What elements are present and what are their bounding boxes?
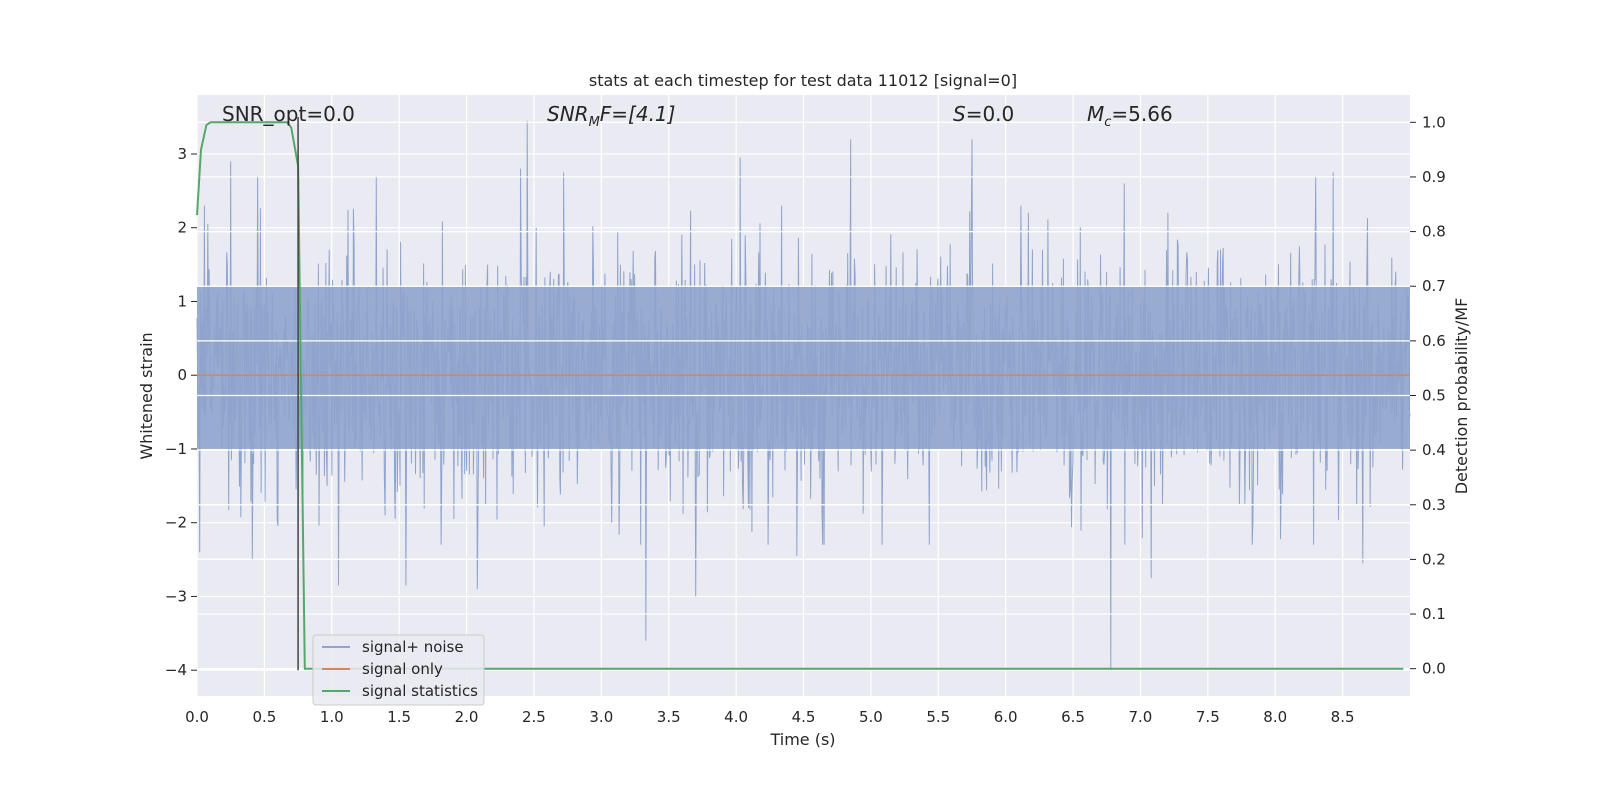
annotation-mc: Mc=5.66 (1087, 102, 1173, 130)
y2-axis-label: Detection probability/MF (1452, 298, 1471, 495)
legend-label-signal-noise: signal+ noise (362, 638, 464, 656)
x-axis-ticks: 0.0 0.5 1.0 1.5 2.0 2.5 3.0 3.5 4.0 4.5 5.0 5.5 6.0 6… (185, 708, 1354, 726)
y2-tick-label: 0.1 (1422, 605, 1446, 623)
y2-tick-label: 0.6 (1422, 332, 1446, 350)
y-tick-label: −2 (165, 514, 187, 532)
y-axis-label: Whitened strain (137, 332, 156, 459)
y2-tick-label: 0.0 (1422, 660, 1446, 678)
y-tick-label: 3 (177, 145, 187, 163)
chart-title: stats at each timestep for test data 110… (589, 71, 1017, 90)
y2-tick-label: 0.8 (1422, 223, 1446, 241)
signal-statistics-line (196, 121, 1404, 670)
x-tick-label: 8.5 (1331, 708, 1355, 726)
x-tick-label: 5.5 (926, 708, 950, 726)
x-axis-label: Time (s) (769, 730, 835, 749)
x-tick-label: 5.0 (859, 708, 883, 726)
annotation-mc-rest: =5.66 (1111, 102, 1172, 126)
annotation-snr-mf-rest: F=[4.1] (600, 102, 676, 126)
y2-tick-label: 0.2 (1422, 550, 1446, 568)
series-signal-statistics (196, 121, 1404, 670)
right-axis-gridlines-overlay (197, 121, 1410, 670)
annotation-s-rest: =0.0 (966, 102, 1015, 126)
x-tick-label: 4.5 (792, 708, 816, 726)
x-tick-label: 7.5 (1196, 708, 1220, 726)
y2-tick-label: 0.9 (1422, 168, 1446, 186)
legend: signal+ noise signal only signal statist… (312, 634, 485, 706)
x-tick-label: 0.5 (252, 708, 276, 726)
x-tick-label: 6.5 (1061, 708, 1085, 726)
x-tick-label: 2.0 (455, 708, 479, 726)
legend-label-signal-statistics: signal statistics (362, 682, 478, 700)
annotation-snr-mf: SNRMF=[4.1] (547, 102, 675, 130)
x-tick-label: 7.0 (1129, 708, 1153, 726)
x-tick-label: 4.0 (724, 708, 748, 726)
annotation-snr-mf-main: SNR (547, 102, 589, 126)
x-tick-label: 2.5 (522, 708, 546, 726)
y-tick-label: −4 (165, 661, 187, 679)
y-tick-label: −3 (165, 587, 187, 605)
y-tick-label: 0 (177, 366, 187, 384)
annotation-mc-sub: c (1104, 115, 1111, 130)
x-tick-label: 6.0 (994, 708, 1018, 726)
y-tick-label: 1 (177, 292, 187, 310)
y2-axis-ticks: 1.0 0.9 0.8 0.7 0.6 0.5 0.4 0.3 0.2 0.1 0.0 (1410, 113, 1446, 678)
annotation-snr-mf-sub: M (589, 115, 600, 130)
y-tick-label: 2 (177, 219, 187, 237)
y2-tick-label: 0.3 (1422, 496, 1446, 514)
y-axis-ticks: 3 2 1 0 −1 −2 −3 −4 (165, 145, 197, 679)
y2-tick-label: 0.7 (1422, 277, 1446, 295)
x-tick-label: 8.0 (1263, 708, 1287, 726)
y2-tick-label: 1.0 (1422, 113, 1446, 131)
x-tick-label: 1.5 (387, 708, 411, 726)
y2-tick-label: 0.4 (1422, 441, 1446, 459)
legend-box (312, 634, 485, 706)
x-tick-label: 1.0 (320, 708, 344, 726)
y2-tick-label: 0.5 (1422, 387, 1446, 405)
y-tick-label: −1 (165, 440, 187, 458)
noise-line (196, 120, 1411, 671)
x-tick-label: 0.0 (185, 708, 209, 726)
annotation-s-main: S (953, 102, 966, 126)
legend-label-signal-only: signal only (362, 660, 443, 678)
annotation-mc-main: M (1087, 102, 1104, 126)
annotation-s: S=0.0 (953, 102, 1014, 126)
series-signal-noise (196, 120, 1411, 671)
annotation-snr-opt: SNR_opt=0.0 (222, 102, 355, 126)
x-tick-label: 3.0 (589, 708, 613, 726)
x-tick-label: 3.5 (657, 708, 681, 726)
